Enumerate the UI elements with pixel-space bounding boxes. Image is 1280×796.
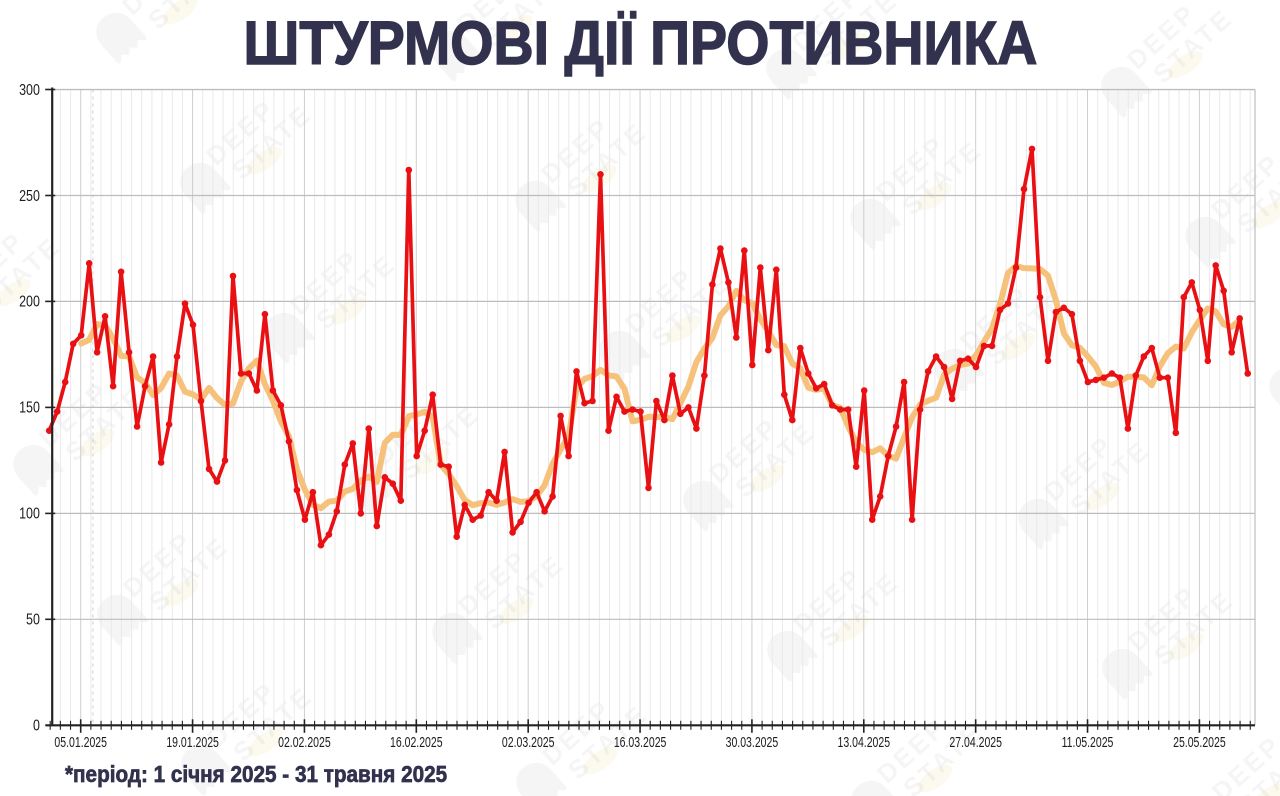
svg-text:05.01.2025: 05.01.2025 xyxy=(54,734,107,750)
svg-text:11.05.2025: 11.05.2025 xyxy=(1062,734,1114,750)
svg-text:250: 250 xyxy=(19,187,40,205)
svg-text:50: 50 xyxy=(26,611,40,629)
svg-text:27.04.2025: 27.04.2025 xyxy=(949,734,1002,750)
svg-text:02.03.2025: 02.03.2025 xyxy=(502,734,555,750)
svg-text:300: 300 xyxy=(19,81,40,99)
svg-text:19.01.2025: 19.01.2025 xyxy=(166,734,219,750)
svg-text:100: 100 xyxy=(19,505,40,523)
svg-text:02.02.2025: 02.02.2025 xyxy=(278,734,331,750)
svg-text:200: 200 xyxy=(19,293,40,311)
svg-text:150: 150 xyxy=(19,399,40,417)
svg-text:16.03.2025: 16.03.2025 xyxy=(614,734,667,750)
svg-text:13.04.2025: 13.04.2025 xyxy=(838,734,891,750)
svg-text:25.05.2025: 25.05.2025 xyxy=(1173,734,1226,750)
svg-text:30.03.2025: 30.03.2025 xyxy=(726,734,779,750)
svg-text:0: 0 xyxy=(33,717,40,735)
svg-text:16.02.2025: 16.02.2025 xyxy=(390,734,443,750)
